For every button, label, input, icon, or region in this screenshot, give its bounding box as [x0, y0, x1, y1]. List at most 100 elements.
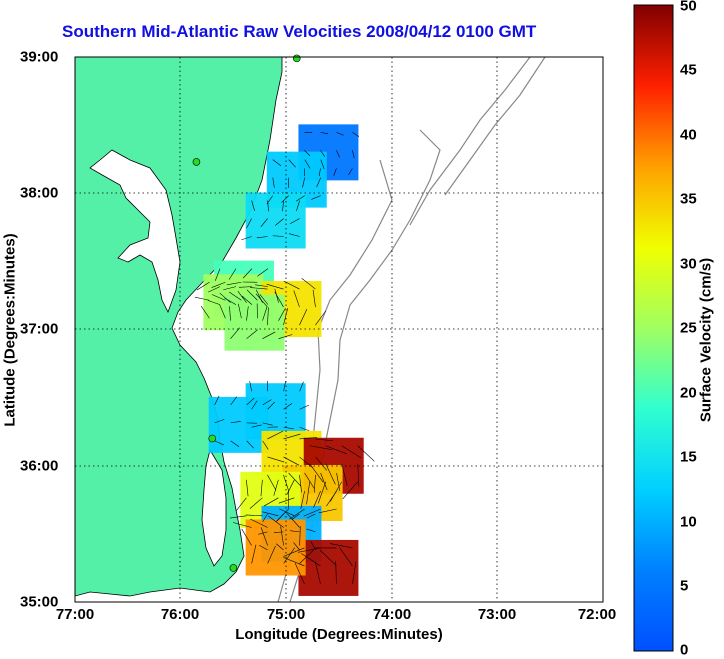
colorbar-tick: 20: [680, 384, 697, 402]
velocity-arrow: [215, 268, 221, 281]
velocity-arrow: [200, 305, 210, 319]
velocity-arrow: [230, 327, 241, 339]
colorbar-tick: 15: [680, 448, 697, 466]
colorbar: [633, 4, 674, 652]
velocity-arrow: [251, 200, 255, 212]
colorbar-tick: 50: [680, 0, 697, 15]
velocity-arrow: [288, 159, 296, 168]
velocity-arrow: [333, 168, 337, 176]
velocity-arrow: [316, 177, 322, 188]
velocity-arrow: [306, 528, 316, 533]
velocity-arrow: [262, 422, 273, 426]
map-title: Southern Mid-Atlantic Raw Velocities 200…: [62, 22, 537, 41]
velocity-arrow: [299, 426, 310, 432]
velocity-arrow: [267, 307, 269, 326]
velocity-arrow: [241, 528, 252, 546]
x-tick-label: 74:00: [372, 606, 412, 623]
x-tick-label: 77:00: [55, 606, 95, 623]
velocity-arrow: [289, 218, 300, 225]
velocity-arrow: [211, 294, 226, 301]
velocity-arrow: [348, 168, 353, 176]
velocity-arrow: [280, 526, 284, 546]
velocity-arrow: [299, 549, 314, 564]
velocity-arrow: [251, 400, 258, 410]
velocity-arrow: [267, 430, 284, 440]
velocity-arrow: [268, 515, 284, 528]
velocity-arrow: [237, 291, 247, 303]
velocity-arrow: [288, 472, 302, 487]
velocity-arrow: [336, 132, 344, 136]
velocity-arrow: [246, 397, 255, 406]
velocity-arrow: [336, 150, 340, 158]
velocity-arrow: [304, 150, 311, 156]
velocity-arrow: [283, 433, 301, 440]
bathymetry-contour: [409, 57, 531, 226]
velocity-arrow: [315, 561, 321, 585]
y-tick-label: 36:00: [20, 457, 59, 475]
velocity-arrow: [246, 218, 252, 229]
velocity-arrow: [196, 281, 210, 291]
velocity-arrow: [219, 292, 231, 303]
y-axis-label-text: Latitude (Degrees:Minutes): [1, 233, 19, 427]
velocity-arrow: [304, 159, 311, 169]
velocity-arrow: [315, 310, 327, 326]
velocity-arrow: [283, 547, 305, 557]
velocity-arrow: [335, 561, 337, 584]
velocity-arrow: [246, 440, 254, 449]
velocity-arrow: [250, 518, 268, 528]
velocity-arrow: [352, 132, 360, 137]
velocity-arrow: [291, 513, 300, 520]
velocity-arrow: [272, 159, 282, 167]
velocity-arrow: [260, 479, 263, 497]
velocity-arrow: [207, 300, 221, 305]
velocity-arrow: [238, 286, 252, 288]
velocity-arrow: [312, 289, 316, 308]
plot-frame: [74, 56, 604, 603]
velocity-arrow: [229, 291, 242, 301]
velocity-arrow: [306, 513, 316, 519]
velocity-arrow: [242, 268, 253, 279]
velocity-arrow: [214, 440, 225, 446]
velocity-arrow: [230, 396, 238, 406]
velocity-arrow: [330, 543, 353, 549]
velocity-arrow: [315, 456, 327, 471]
velocity-arrow: [246, 479, 249, 497]
velocity-arrow: [229, 306, 231, 321]
velocity-arrow: [249, 287, 268, 290]
velocity-arrow: [310, 541, 316, 551]
velocity-arrow: [208, 286, 221, 293]
velocity-arrow: [211, 281, 226, 288]
velocity-arrow: [283, 381, 286, 392]
velocity-arrow: [296, 195, 305, 202]
velocity-arrow: [230, 420, 241, 424]
velocity-arrow: [352, 561, 357, 584]
colorbar-tick: 35: [680, 190, 697, 208]
velocity-arrow: [286, 512, 300, 528]
velocity-arrow: [260, 527, 268, 546]
velocity-arrow: [272, 235, 284, 237]
velocity-arrow: [299, 526, 301, 546]
velocity-arrow: [272, 177, 275, 188]
velocity-arrow: [278, 497, 295, 504]
radar-station-marker: [229, 564, 238, 572]
velocity-arrow: [267, 401, 275, 410]
velocity-arrow: [289, 233, 300, 237]
x-axis-label: Longitude (Degrees:Minutes): [235, 626, 443, 643]
velocity-arrow: [283, 307, 289, 326]
velocity-arrow: [283, 403, 293, 410]
velocity-arrow: [357, 445, 375, 462]
velocity-arrow: [235, 497, 247, 511]
velocity-arrow: [293, 290, 300, 308]
velocity-arrow: [251, 424, 262, 428]
velocity-arrow: [320, 132, 329, 135]
colorbar-label-text: Surface Velocity (cm/s): [697, 257, 715, 423]
velocity-arrow: [313, 490, 321, 508]
velocity-arrow: [293, 542, 300, 551]
velocity-cell: [208, 396, 269, 453]
velocity-arrow: [262, 306, 268, 321]
velocity-arrow: [255, 284, 269, 287]
velocity-arrow: [279, 508, 295, 517]
velocity-arrow: [194, 296, 210, 301]
velocity-arrow: [313, 474, 316, 493]
velocity-arrow: [214, 419, 225, 424]
